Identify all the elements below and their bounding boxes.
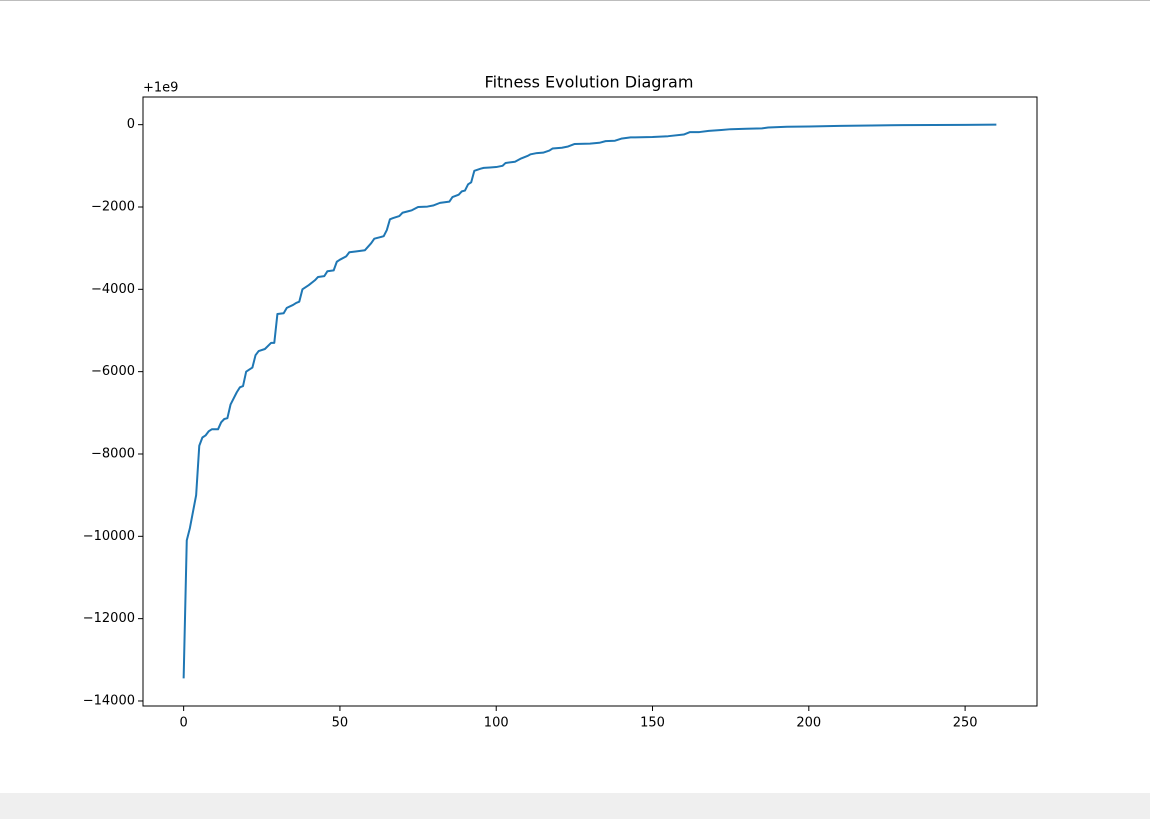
status-bar (0, 793, 1150, 819)
y-tick-label: −2000 (91, 199, 135, 214)
x-tick-label: 0 (179, 716, 187, 731)
axes-frame (142, 96, 1038, 707)
y-tick-label: −8000 (91, 446, 135, 461)
y-tick-label: −14000 (83, 693, 135, 708)
offset-label: +1e9 (143, 81, 178, 96)
plot: 0 50 100 150 200 250 −14000 −12000 −10000 −8000 −6… (83, 117, 997, 731)
y-tick-label: −10000 (83, 529, 135, 544)
y-tick-label: −12000 (83, 611, 135, 626)
chart-title: Fitness Evolution Diagram (485, 73, 694, 92)
x-tick-label: 250 (953, 716, 978, 731)
y-tick-label: −4000 (91, 282, 135, 297)
x-tick-label: 200 (796, 716, 821, 731)
line (182, 123, 997, 679)
y-tick-label: −6000 (91, 364, 135, 379)
x-tick-label: 100 (484, 716, 509, 731)
x-tick-label: 150 (640, 716, 665, 731)
top-border (0, 0, 1150, 1)
y-tick-label: 0 (127, 117, 135, 132)
x-tick-label: 50 (332, 716, 349, 731)
